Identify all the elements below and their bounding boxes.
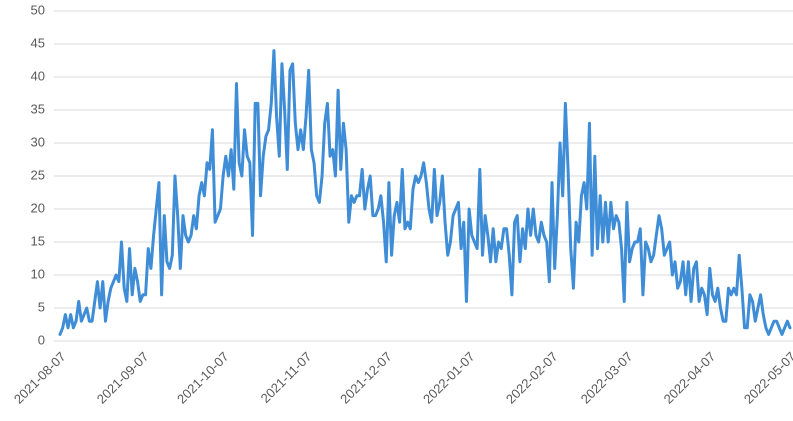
x-tick-label: 2021-11-07 [258, 349, 315, 406]
data-line [58, 49, 792, 336]
y-tick-label: 10 [31, 266, 45, 281]
x-tick-label: 2022-02-07 [503, 349, 561, 407]
y-tick-label: 40 [31, 68, 45, 83]
x-tick-label: 2022-04-07 [661, 349, 719, 407]
y-tick-label: 0 [38, 332, 45, 347]
y-tick-label: 30 [31, 134, 45, 149]
x-tick-label: 2021-12-07 [337, 349, 395, 407]
x-tick-label: 2022-05-07 [741, 349, 793, 407]
x-tick-label: 2021-09-07 [94, 349, 152, 407]
y-tick-label: 50 [31, 2, 45, 17]
y-tick-label: 5 [38, 299, 45, 314]
x-tick-label: 2021-10-07 [174, 349, 232, 407]
y-tick-label: 35 [31, 101, 45, 116]
y-tick-label: 25 [31, 167, 45, 182]
y-tick-label: 15 [31, 233, 45, 248]
x-tick-label: 2022-01-07 [420, 349, 478, 407]
x-tick-label: 2022-03-07 [578, 349, 636, 407]
y-tick-label: 20 [31, 200, 45, 215]
y-tick-label: 45 [31, 35, 45, 50]
x-tick-label: 2021-08-07 [11, 349, 69, 407]
